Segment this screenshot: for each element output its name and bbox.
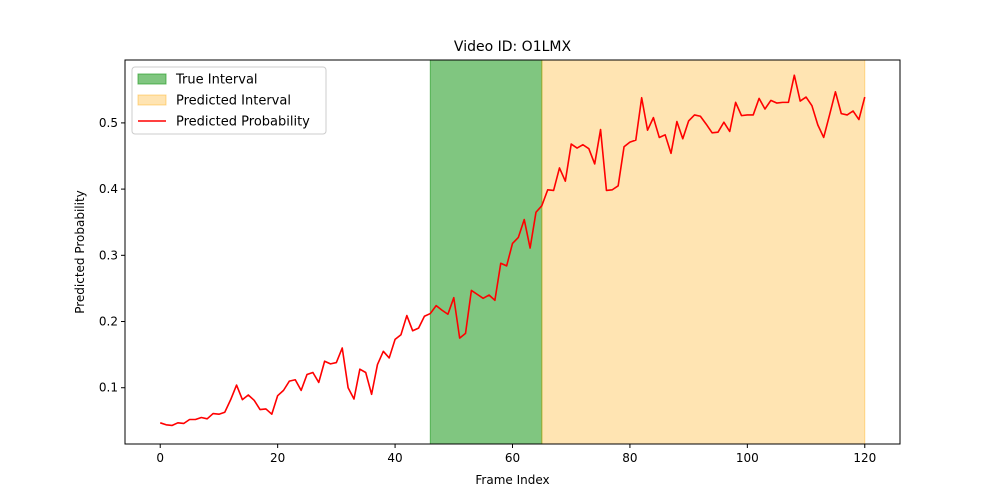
true-interval-band <box>429 59 543 445</box>
x-tick-label: 20 <box>270 451 285 465</box>
legend-box <box>131 66 327 135</box>
y-tick-label: 0.1 <box>99 381 118 395</box>
chart-title: Video ID: O1LMX <box>454 39 572 55</box>
x-tick-label: 80 <box>622 451 637 465</box>
y-axis-ticks: 0.1 0.2 0.3 0.4 0.5 <box>99 116 125 395</box>
x-tick-label: 100 <box>736 451 759 465</box>
series-lines <box>159 74 866 427</box>
x-tick-label: 40 <box>387 451 402 465</box>
x-tick-label: 120 <box>853 451 876 465</box>
true-interval-legend-swatch <box>137 73 167 85</box>
y-tick-label: 0.2 <box>99 315 118 329</box>
predicted-interval-band <box>541 59 866 445</box>
predicted-interval-legend-swatch <box>137 94 167 106</box>
x-tick-label: 0 <box>156 451 164 465</box>
true-interval-legend-label: True Interval <box>175 73 258 88</box>
x-axis-label: Frame Index <box>475 473 549 487</box>
legend: True Interval Predicted Interval Predicted… <box>131 66 327 135</box>
predicted-probability-line <box>159 74 866 427</box>
y-tick-label: 0.4 <box>99 182 118 196</box>
x-tick-label: 60 <box>505 451 520 465</box>
y-tick-label: 0.5 <box>99 116 118 130</box>
y-tick-label: 0.3 <box>99 248 118 262</box>
interval-bands <box>429 59 866 445</box>
y-axis-label: Predicted Probability <box>73 190 87 314</box>
predicted-probability-legend-label: Predicted Probability <box>176 115 310 130</box>
x-axis-ticks: 0 20 40 60 80 100 120 <box>156 444 876 465</box>
predicted-interval-legend-label: Predicted Interval <box>176 94 291 109</box>
